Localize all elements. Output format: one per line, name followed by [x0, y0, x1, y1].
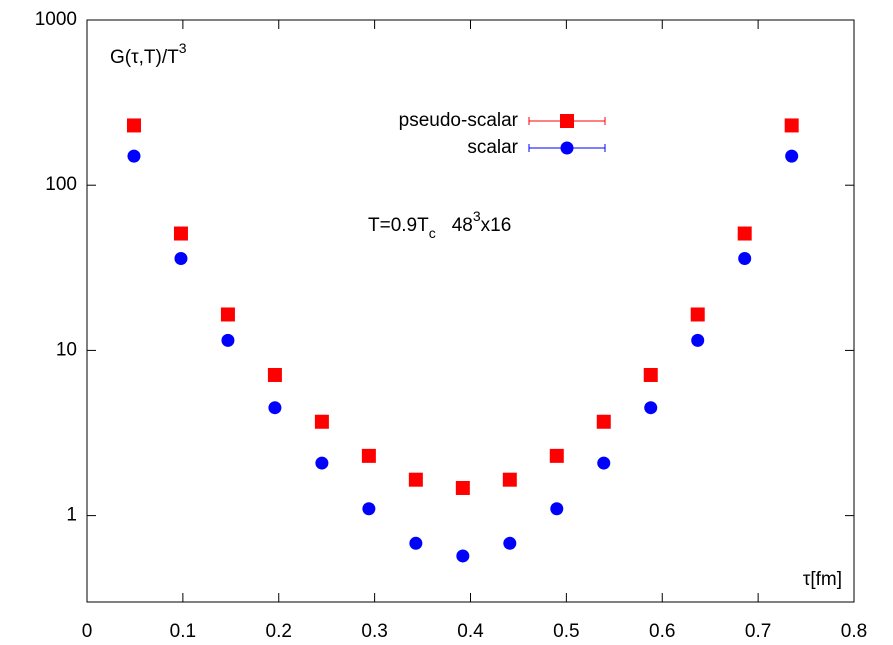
point — [596, 414, 611, 429]
annotation-sup: 3 — [473, 208, 481, 224]
point — [221, 333, 235, 347]
point — [502, 472, 517, 487]
point — [455, 480, 470, 495]
y-tick-label: 1000 — [35, 9, 77, 30]
point — [738, 252, 752, 266]
plot-frame — [86, 19, 855, 603]
point — [408, 472, 423, 487]
annotation-part: T=0.9T — [368, 215, 429, 236]
annotation-sub: c — [429, 225, 436, 241]
point — [315, 456, 329, 470]
point — [267, 367, 282, 382]
point — [174, 252, 188, 266]
annotation: T=0.9Tc 483x16 — [368, 208, 511, 241]
point — [314, 414, 329, 429]
legend-marker — [560, 141, 574, 155]
x-tick-label: 0.8 — [841, 621, 867, 642]
annotation-part: 48 — [452, 215, 473, 236]
point — [737, 226, 752, 241]
x-tick-label: 0.3 — [361, 621, 387, 642]
x-tick-label: 0.4 — [457, 621, 484, 642]
legend-marker — [560, 114, 574, 128]
x-tick-label: 0 — [82, 621, 93, 642]
point — [220, 307, 235, 322]
point — [549, 448, 564, 463]
x-tick-label: 0.7 — [745, 621, 771, 642]
point — [362, 502, 376, 516]
point — [784, 118, 799, 133]
x-axis-label: τ[fm] — [803, 569, 842, 590]
legend-label: scalar — [467, 137, 518, 158]
point — [503, 536, 517, 550]
y-tick-label: 10 — [56, 339, 77, 360]
point — [644, 401, 658, 415]
point — [268, 401, 282, 415]
x-tick-label: 0.2 — [266, 621, 292, 642]
y-label-sup: 3 — [179, 40, 187, 56]
point — [597, 456, 611, 470]
point — [126, 118, 141, 133]
point — [643, 367, 658, 382]
point — [173, 226, 188, 241]
x-tick-label: 0.1 — [170, 621, 196, 642]
point — [409, 536, 423, 550]
point — [127, 149, 141, 163]
point — [550, 502, 564, 516]
point — [361, 448, 376, 463]
annotation-part: x16 — [481, 215, 512, 236]
legend-label: pseudo-scalar — [399, 110, 519, 131]
y-axis-label: G(τ,T)/T3 — [110, 40, 187, 68]
point — [690, 307, 705, 322]
point — [691, 333, 705, 347]
y-tick-label: 1 — [66, 505, 77, 526]
y-label-main: G(τ,T)/T — [110, 47, 179, 68]
x-tick-label: 0.5 — [553, 621, 579, 642]
point — [456, 549, 470, 563]
x-tick-label: 0.6 — [649, 621, 675, 642]
y-tick-label: 100 — [45, 174, 77, 195]
point — [785, 149, 799, 163]
